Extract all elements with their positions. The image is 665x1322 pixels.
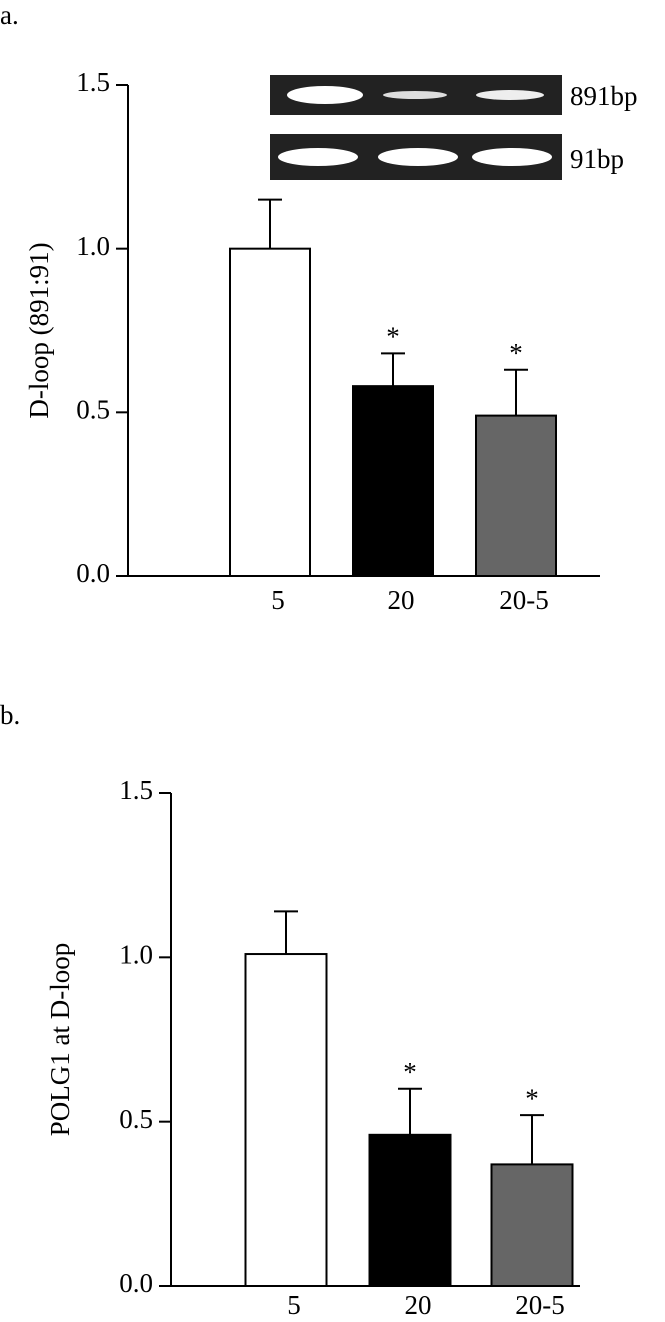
- y-tick-label: 0.0: [76, 558, 110, 588]
- gel-band: [472, 148, 552, 166]
- x-tick-label: 20-5: [515, 1290, 565, 1320]
- y-tick-label: 0.5: [119, 1104, 153, 1134]
- y-tick-label: 1.0: [76, 231, 110, 261]
- gel-band: [378, 148, 458, 166]
- gel-label: 891bp: [570, 81, 638, 111]
- gel-band: [476, 90, 544, 100]
- y-axis-label: D-loop (891:91): [24, 242, 54, 418]
- significance-marker: *: [386, 322, 400, 352]
- gel-band: [383, 91, 447, 99]
- bar: [490, 1163, 574, 1287]
- y-tick-label: 0.5: [76, 395, 110, 425]
- gel-band: [287, 86, 363, 104]
- bar: [352, 385, 434, 577]
- gel-band: [278, 148, 358, 166]
- y-tick-label: 1.5: [76, 67, 110, 97]
- panel-label: a.: [0, 0, 19, 30]
- bar: [244, 953, 328, 1288]
- x-tick-label: 5: [271, 585, 285, 615]
- y-axis-label: POLG1 at D-loop: [45, 943, 75, 1136]
- panel-label: b.: [0, 700, 20, 730]
- bar: [229, 247, 311, 578]
- y-tick-label: 1.0: [119, 940, 153, 970]
- x-tick-label: 20: [405, 1290, 432, 1320]
- y-tick-label: 1.5: [119, 775, 153, 805]
- x-tick-label: 20-5: [499, 585, 549, 615]
- x-tick-label: 20: [388, 585, 415, 615]
- significance-marker: *: [509, 338, 523, 368]
- significance-marker: *: [525, 1083, 539, 1113]
- gel-label: 91bp: [570, 144, 624, 174]
- bar: [475, 414, 557, 577]
- significance-marker: *: [403, 1057, 417, 1087]
- y-tick-label: 0.0: [119, 1268, 153, 1298]
- gel-inset: [270, 75, 562, 180]
- x-tick-label: 5: [287, 1290, 301, 1320]
- bar: [368, 1133, 452, 1288]
